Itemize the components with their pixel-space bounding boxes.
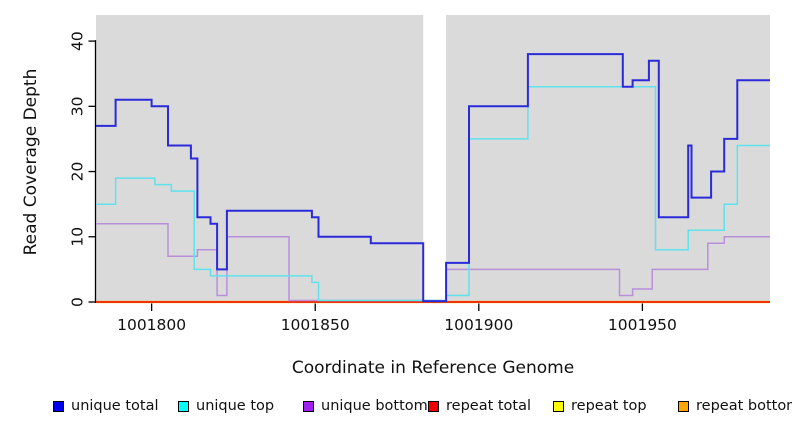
y-tick-label: 20 (69, 162, 87, 182)
y-tick-label: 30 (69, 96, 87, 116)
series-unique-total (96, 53, 770, 303)
legend-label: unique total (71, 398, 159, 414)
legend-label: repeat bottom (696, 398, 792, 414)
legend-label: unique bottom (321, 398, 428, 414)
x-tick-label: 1001800 (117, 316, 186, 334)
y-tick-label: 0 (69, 297, 87, 307)
legend-item-repeat-total: repeat total (428, 398, 531, 414)
x-axis-title: Coordinate in Reference Genome (291, 358, 575, 378)
y-tick-label: 10 (69, 227, 87, 247)
legend-label: repeat total (446, 398, 532, 414)
series-unique-top (96, 86, 770, 302)
legend-swatch-icon (678, 400, 689, 412)
y-tick-label: 40 (69, 31, 87, 51)
legend-label: unique top (196, 398, 275, 414)
legend-swatch-icon (428, 400, 439, 412)
y-axis-title: Read Coverage Depth (21, 68, 41, 256)
legend-swatch-icon (303, 400, 314, 412)
legend-item-repeat-top: repeat top (553, 398, 647, 414)
legend-swatch-icon (553, 400, 564, 412)
legend-swatch-icon (53, 400, 64, 412)
legend-item-unique-top: unique top (178, 398, 274, 414)
legend-item-unique-bottom: unique bottom (303, 398, 428, 414)
x-tick-label: 1001900 (444, 316, 513, 334)
missing-data-gap (423, 14, 447, 303)
legend-item-repeat-bottom: repeat bottom (678, 398, 792, 414)
x-tick-label: 1001850 (281, 316, 350, 334)
legend-label: repeat top (571, 398, 647, 414)
legend-item-unique-total: unique total (53, 398, 159, 414)
x-tick-label: 1001950 (608, 316, 677, 334)
legend-swatch-icon (178, 400, 189, 412)
